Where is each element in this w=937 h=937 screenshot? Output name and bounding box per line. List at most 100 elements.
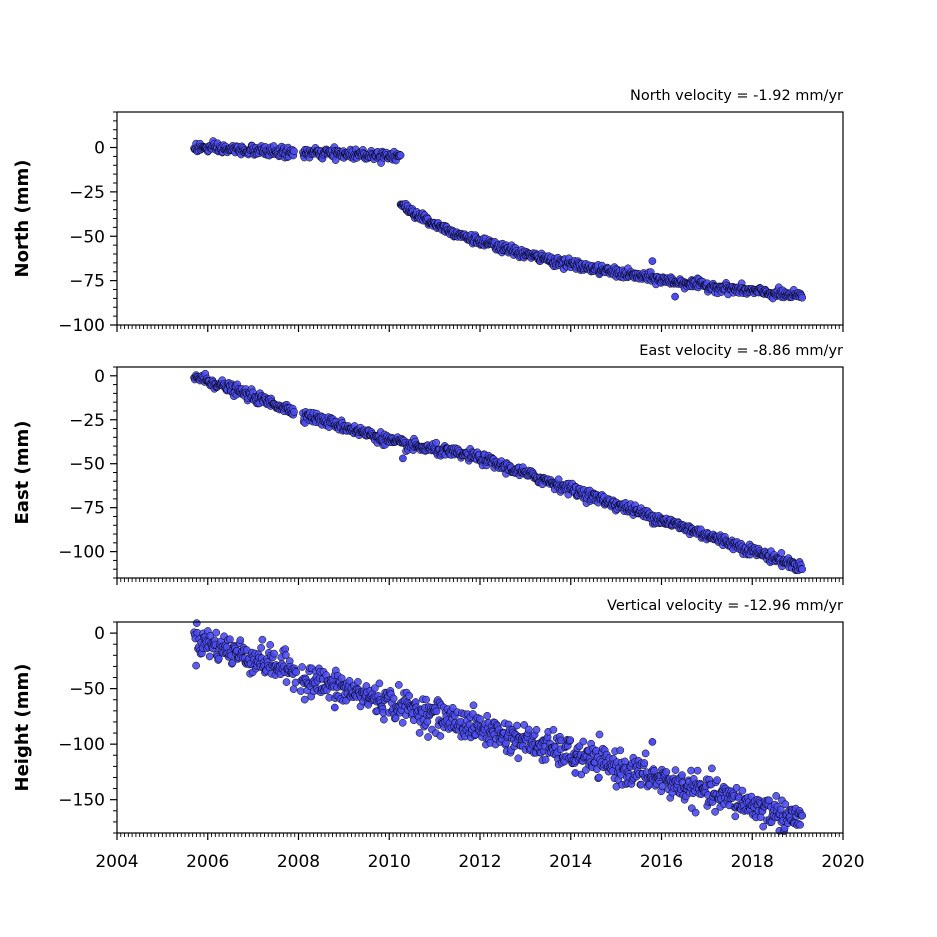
data-point <box>777 549 786 557</box>
east-points <box>190 369 807 575</box>
data-point <box>270 649 278 658</box>
data-point <box>289 685 298 693</box>
data-point <box>713 776 721 784</box>
y-tick-label: 0 <box>94 624 105 644</box>
x-tick-label: 2018 <box>731 852 774 872</box>
data-point <box>549 725 558 734</box>
data-point <box>292 668 301 677</box>
y-tick-label: 0 <box>94 139 105 159</box>
y-tick-label: −75 <box>69 499 105 519</box>
north-x-ticks <box>116 325 844 332</box>
data-point <box>398 718 407 727</box>
data-point <box>781 800 790 809</box>
x-tick-label: 2004 <box>95 852 138 872</box>
north-velocity-title: North velocity = -1.92 mm/yr <box>630 88 843 104</box>
x-tick-label: 2016 <box>640 852 683 872</box>
data-point <box>298 663 306 671</box>
data-point <box>687 766 695 775</box>
data-point <box>738 786 747 795</box>
y-tick-label: −50 <box>69 455 105 475</box>
data-point <box>514 754 523 763</box>
data-point <box>640 759 649 767</box>
data-point <box>330 703 339 712</box>
north-axes-frame <box>116 111 844 326</box>
height-y-ticks: 0 −50 −100 −150 <box>58 621 117 834</box>
data-point <box>759 822 768 831</box>
data-point <box>375 679 384 688</box>
y-tick-label: −100 <box>58 543 105 563</box>
data-point <box>389 694 398 703</box>
data-point <box>228 658 237 667</box>
data-point <box>396 151 405 160</box>
data-point <box>798 293 807 302</box>
data-point <box>798 811 807 820</box>
data-point <box>432 707 441 716</box>
data-point <box>616 746 625 755</box>
north-points <box>190 137 807 303</box>
height-points <box>190 619 807 835</box>
data-point <box>214 654 223 663</box>
east-x-ticks <box>116 578 844 585</box>
x-tick-label: 2012 <box>458 852 501 872</box>
data-point <box>300 695 309 704</box>
data-point <box>798 565 807 574</box>
data-point <box>595 773 603 782</box>
data-point <box>513 721 521 730</box>
y-tick-label: −25 <box>69 411 105 431</box>
y-tick-label: −150 <box>58 791 105 811</box>
data-point <box>424 733 432 741</box>
data-point <box>671 292 679 301</box>
east-axes-frame <box>116 366 844 579</box>
data-point <box>258 635 267 644</box>
x-tick-label: 2014 <box>549 852 592 872</box>
data-point <box>296 687 305 695</box>
x-tick-label: 2006 <box>186 852 229 872</box>
north-panel: 0 −25 −50 −75 −100 North velocity = -1.92 mm… <box>12 88 844 336</box>
data-point <box>483 711 492 720</box>
y-tick-label: −100 <box>58 316 105 336</box>
data-point <box>579 737 588 746</box>
data-point <box>648 257 657 265</box>
data-point <box>399 454 407 463</box>
x-tick-label: 2010 <box>368 852 411 872</box>
vertical-velocity-title: Vertical velocity = -12.96 mm/yr <box>607 598 843 614</box>
y-tick-label: 0 <box>94 367 105 387</box>
data-point <box>648 738 657 746</box>
data-point <box>691 808 700 817</box>
data-point <box>281 651 290 659</box>
data-point <box>662 768 671 776</box>
north-y-ticks: 0 −25 −50 −75 −100 <box>58 111 117 336</box>
y-tick-label: −25 <box>69 183 105 203</box>
data-point <box>641 749 650 758</box>
data-point <box>571 769 580 777</box>
data-point <box>415 729 424 737</box>
data-point <box>671 766 680 774</box>
data-point <box>354 678 362 686</box>
data-point <box>282 678 291 686</box>
data-point <box>693 766 702 775</box>
data-point <box>236 636 245 645</box>
x-tick-label: 2020 <box>821 852 864 872</box>
data-point <box>708 764 716 773</box>
data-point <box>595 730 604 739</box>
data-point <box>524 725 533 734</box>
data-point <box>266 641 275 649</box>
y-tick-label: −50 <box>69 227 105 247</box>
height-y-axis-label: Height (mm) <box>12 664 33 792</box>
data-point <box>290 407 298 416</box>
height-x-ticks: 2004 2006 2008 2010 2012 2014 2016 2018 2020 <box>95 833 865 872</box>
data-point <box>422 695 430 704</box>
data-point <box>469 701 478 710</box>
data-point <box>541 755 550 764</box>
data-point <box>678 771 686 779</box>
data-point <box>731 812 740 821</box>
data-point <box>405 691 414 700</box>
data-point <box>212 628 221 637</box>
height-panel: 0 −50 −100 −150 2004 2006 2008 2010 2012 2014 201… <box>12 598 865 872</box>
data-point <box>192 619 201 627</box>
data-point <box>532 725 541 734</box>
east-panel: 0 −25 −50 −75 −100 East velocity = -8.86 mm/… <box>12 343 844 585</box>
data-point <box>436 732 445 740</box>
data-point <box>192 661 200 670</box>
